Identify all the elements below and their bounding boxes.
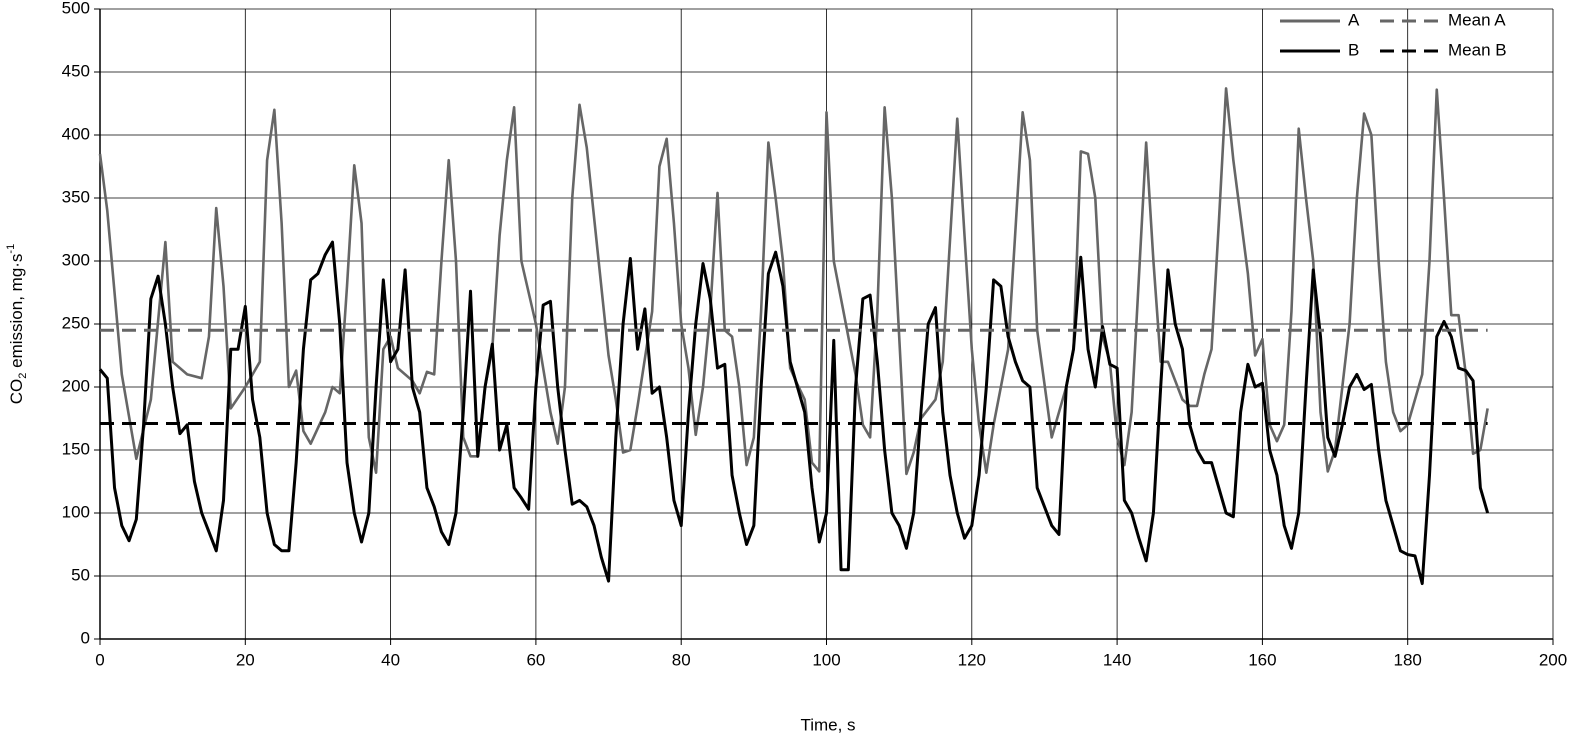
y-label-rest: emission, mg·s xyxy=(7,254,26,373)
x-tick-label: 60 xyxy=(526,650,545,669)
series-line xyxy=(98,87,1489,476)
x-tick-label: 0 xyxy=(95,650,104,669)
y-tick-label: 350 xyxy=(62,187,90,206)
y-tick-label: 400 xyxy=(62,124,90,143)
y-tick-label: 200 xyxy=(62,376,90,395)
y-label-sup: -1 xyxy=(5,244,17,254)
x-tick-label: 80 xyxy=(672,650,691,669)
x-tick-label: 120 xyxy=(958,650,986,669)
legend-label: B xyxy=(1348,40,1359,59)
y-axis-label: CO2 emission, mg·s-1 xyxy=(5,244,29,404)
legend-label: Mean A xyxy=(1448,10,1506,29)
x-tick-label: 160 xyxy=(1248,650,1276,669)
legend-label: A xyxy=(1348,10,1360,29)
y-label-sub: 2 xyxy=(17,373,29,379)
x-tick-label: 140 xyxy=(1103,650,1131,669)
x-tick-label: 40 xyxy=(381,650,400,669)
x-tick-label: 100 xyxy=(812,650,840,669)
y-tick-label: 150 xyxy=(62,439,90,458)
y-tick-label: 250 xyxy=(62,313,90,332)
y-tick-label: 100 xyxy=(62,502,90,521)
x-tick-label: 200 xyxy=(1539,650,1567,669)
y-tick-label: 450 xyxy=(62,61,90,80)
y-label-main: CO xyxy=(7,379,26,405)
x-axis-label: Time, s xyxy=(800,715,855,734)
x-tick-label: 20 xyxy=(236,650,255,669)
y-tick-label: 50 xyxy=(71,565,90,584)
series-line xyxy=(98,240,1490,586)
legend-label: Mean B xyxy=(1448,40,1507,59)
y-tick-label: 500 xyxy=(62,0,90,17)
x-tick-label: 180 xyxy=(1394,650,1422,669)
y-tick-label: 0 xyxy=(81,628,90,647)
y-tick-label: 300 xyxy=(62,250,90,269)
